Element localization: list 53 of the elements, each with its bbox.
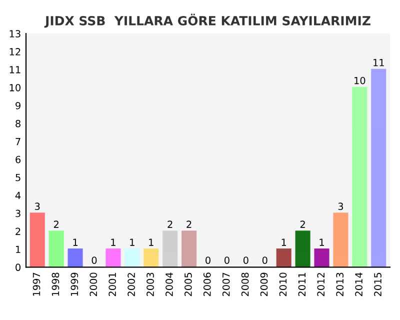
data-label: 0 [243,256,248,264]
y-tick-label: 1 [16,246,20,253]
x-tick-label: 2009 [260,272,268,296]
y-tick-label: 13 [10,30,20,38]
data-label: 1 [149,238,154,246]
data-label: 1 [111,238,116,246]
data-label: 2 [168,220,172,228]
y-tick-label: 6 [16,156,21,164]
data-label: 0 [224,256,230,264]
data-label: 11 [374,59,384,66]
x-tick-label: 2004 [166,272,173,296]
x-tick-label: 2014 [355,272,362,296]
y-tick-label: 3 [16,210,20,218]
x-tick-label: 2015 [374,272,382,296]
x-tick-label: 2007 [222,272,230,296]
x-tick-label: 2000 [90,272,98,296]
x-tick-label: 2005 [184,272,192,296]
data-label: 2 [186,220,192,228]
data-label: 2 [54,220,58,228]
x-tick-label: 1999 [70,272,78,296]
data-label: 1 [73,238,78,246]
x-tick-label: 2001 [108,272,116,296]
data-label: 3 [35,202,40,210]
data-label: 2 [300,220,305,228]
data-label: 0 [262,256,268,264]
data-label: 1 [130,238,134,246]
y-tick-label: 12 [10,48,20,56]
x-tick-label: 2011 [298,272,306,296]
y-tick-label: 9 [16,102,20,110]
x-tick-label: 1998 [52,272,60,296]
data-label: 1 [320,238,324,246]
chart-title: JIDX SSB YILLARA GÖRE KATILIM SAYILARIMIZ [44,14,370,28]
data-label: 3 [338,202,344,210]
y-tick-label: 11 [10,66,20,74]
y-tick-label: 2 [16,228,20,235]
x-tick-label: 2012 [317,273,325,296]
data-label: 1 [282,238,286,246]
data-label: 0 [92,256,97,264]
x-tick-label: 1997 [32,272,40,296]
x-tick-label: 2010 [279,272,287,296]
data-label: 0 [206,256,210,264]
y-tick-label: 4 [15,192,21,200]
y-tick-label: 7 [16,138,20,146]
y-tick-label: 10 [10,84,20,92]
x-tick-label: 2008 [241,272,249,296]
x-tick-label: 2006 [203,272,211,296]
x-tick-label: 2003 [146,272,154,296]
y-tick-label: 5 [16,174,20,182]
y-tick-label: 0 [16,264,20,272]
data-label: 10 [354,76,366,84]
y-tick-label: 8 [16,120,20,128]
x-tick-label: 2002 [128,273,135,296]
x-tick-label: 2013 [336,272,344,296]
